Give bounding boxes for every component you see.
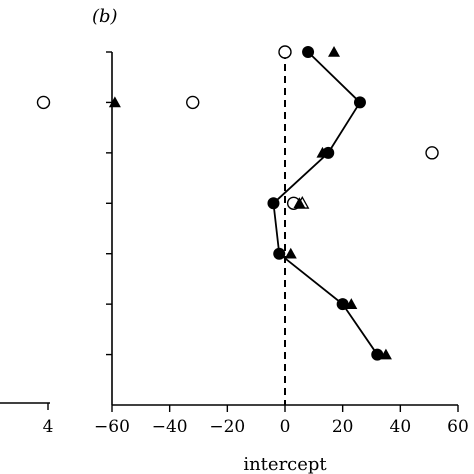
filled-circle-point [336,298,349,311]
panel-b: (b) −60 −40 −20 0 20 40 60 intercept [92,6,469,474]
panel-a-x-tick-label: 4 [43,417,54,437]
y-ticks [106,51,112,356]
open-circle-point [278,45,292,59]
filled-circle-point [273,247,286,260]
panel-a: 4 [0,95,54,437]
x-axis-title: intercept [243,454,327,474]
x-tick-label: −60 [94,417,130,437]
open-circle-point [186,95,200,110]
x-tick-label: −20 [209,417,245,437]
filled-circle-point [322,146,335,159]
x-ticks [111,405,459,412]
filled-triangle-point [284,247,297,259]
filled-triangle-point [293,197,306,209]
series-marks [108,45,439,361]
x-tick-label: 0 [280,417,291,437]
x-tick-labels: −60 −40 −20 0 20 40 60 [94,417,469,437]
filled-triangle-point [345,298,358,309]
filled-circle-point [371,348,384,361]
open-circle-point [36,95,51,110]
x-tick-label: 20 [332,417,354,437]
x-tick-label: 60 [447,417,469,437]
filled-triangle-point [328,46,341,57]
filled-circle-point [353,96,366,109]
panel-b-label: (b) [92,6,118,27]
filled-circle-point [267,197,280,210]
filled-circle-point [302,46,315,58]
filled-triangle-point [379,348,392,360]
x-tick-label: −40 [152,417,188,437]
x-tick-label: 40 [390,417,412,437]
filled-triangle-point [108,96,121,108]
panel-a-marks [36,95,51,110]
open-circle-point [425,146,439,160]
